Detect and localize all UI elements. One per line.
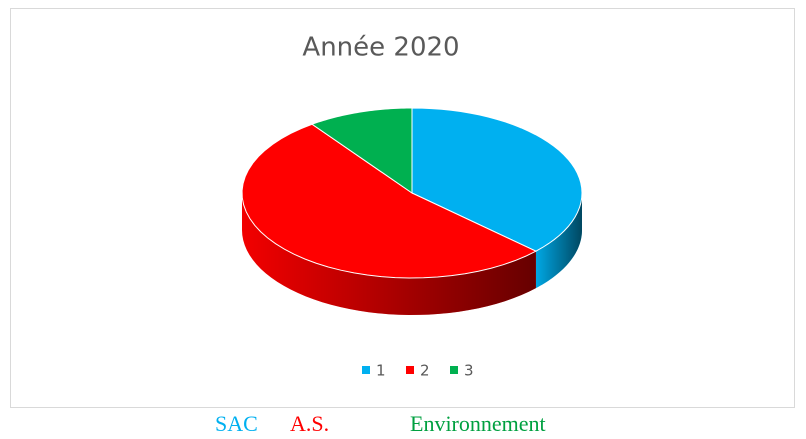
- slice: [310, 107, 413, 194]
- legend-swatch: [450, 366, 458, 374]
- chart-title: Année 2020: [302, 33, 459, 63]
- legend-swatch: [362, 366, 370, 374]
- legend-label: 2: [420, 362, 430, 380]
- pie: [241, 107, 583, 315]
- legend-swatch: [406, 366, 414, 374]
- legend: 1 2 3: [362, 362, 474, 380]
- captions: SAC A.S. Environnement: [215, 411, 546, 436]
- slice-side-shade: [242, 193, 536, 315]
- caption: A.S.: [290, 411, 329, 436]
- slice: [241, 123, 538, 279]
- caption: Environnement: [410, 411, 546, 436]
- caption: SAC: [215, 411, 258, 436]
- slice-side-shade: [535, 193, 582, 289]
- legend-label: 3: [464, 362, 474, 380]
- slice: [411, 107, 583, 252]
- legend-label: 1: [376, 362, 386, 380]
